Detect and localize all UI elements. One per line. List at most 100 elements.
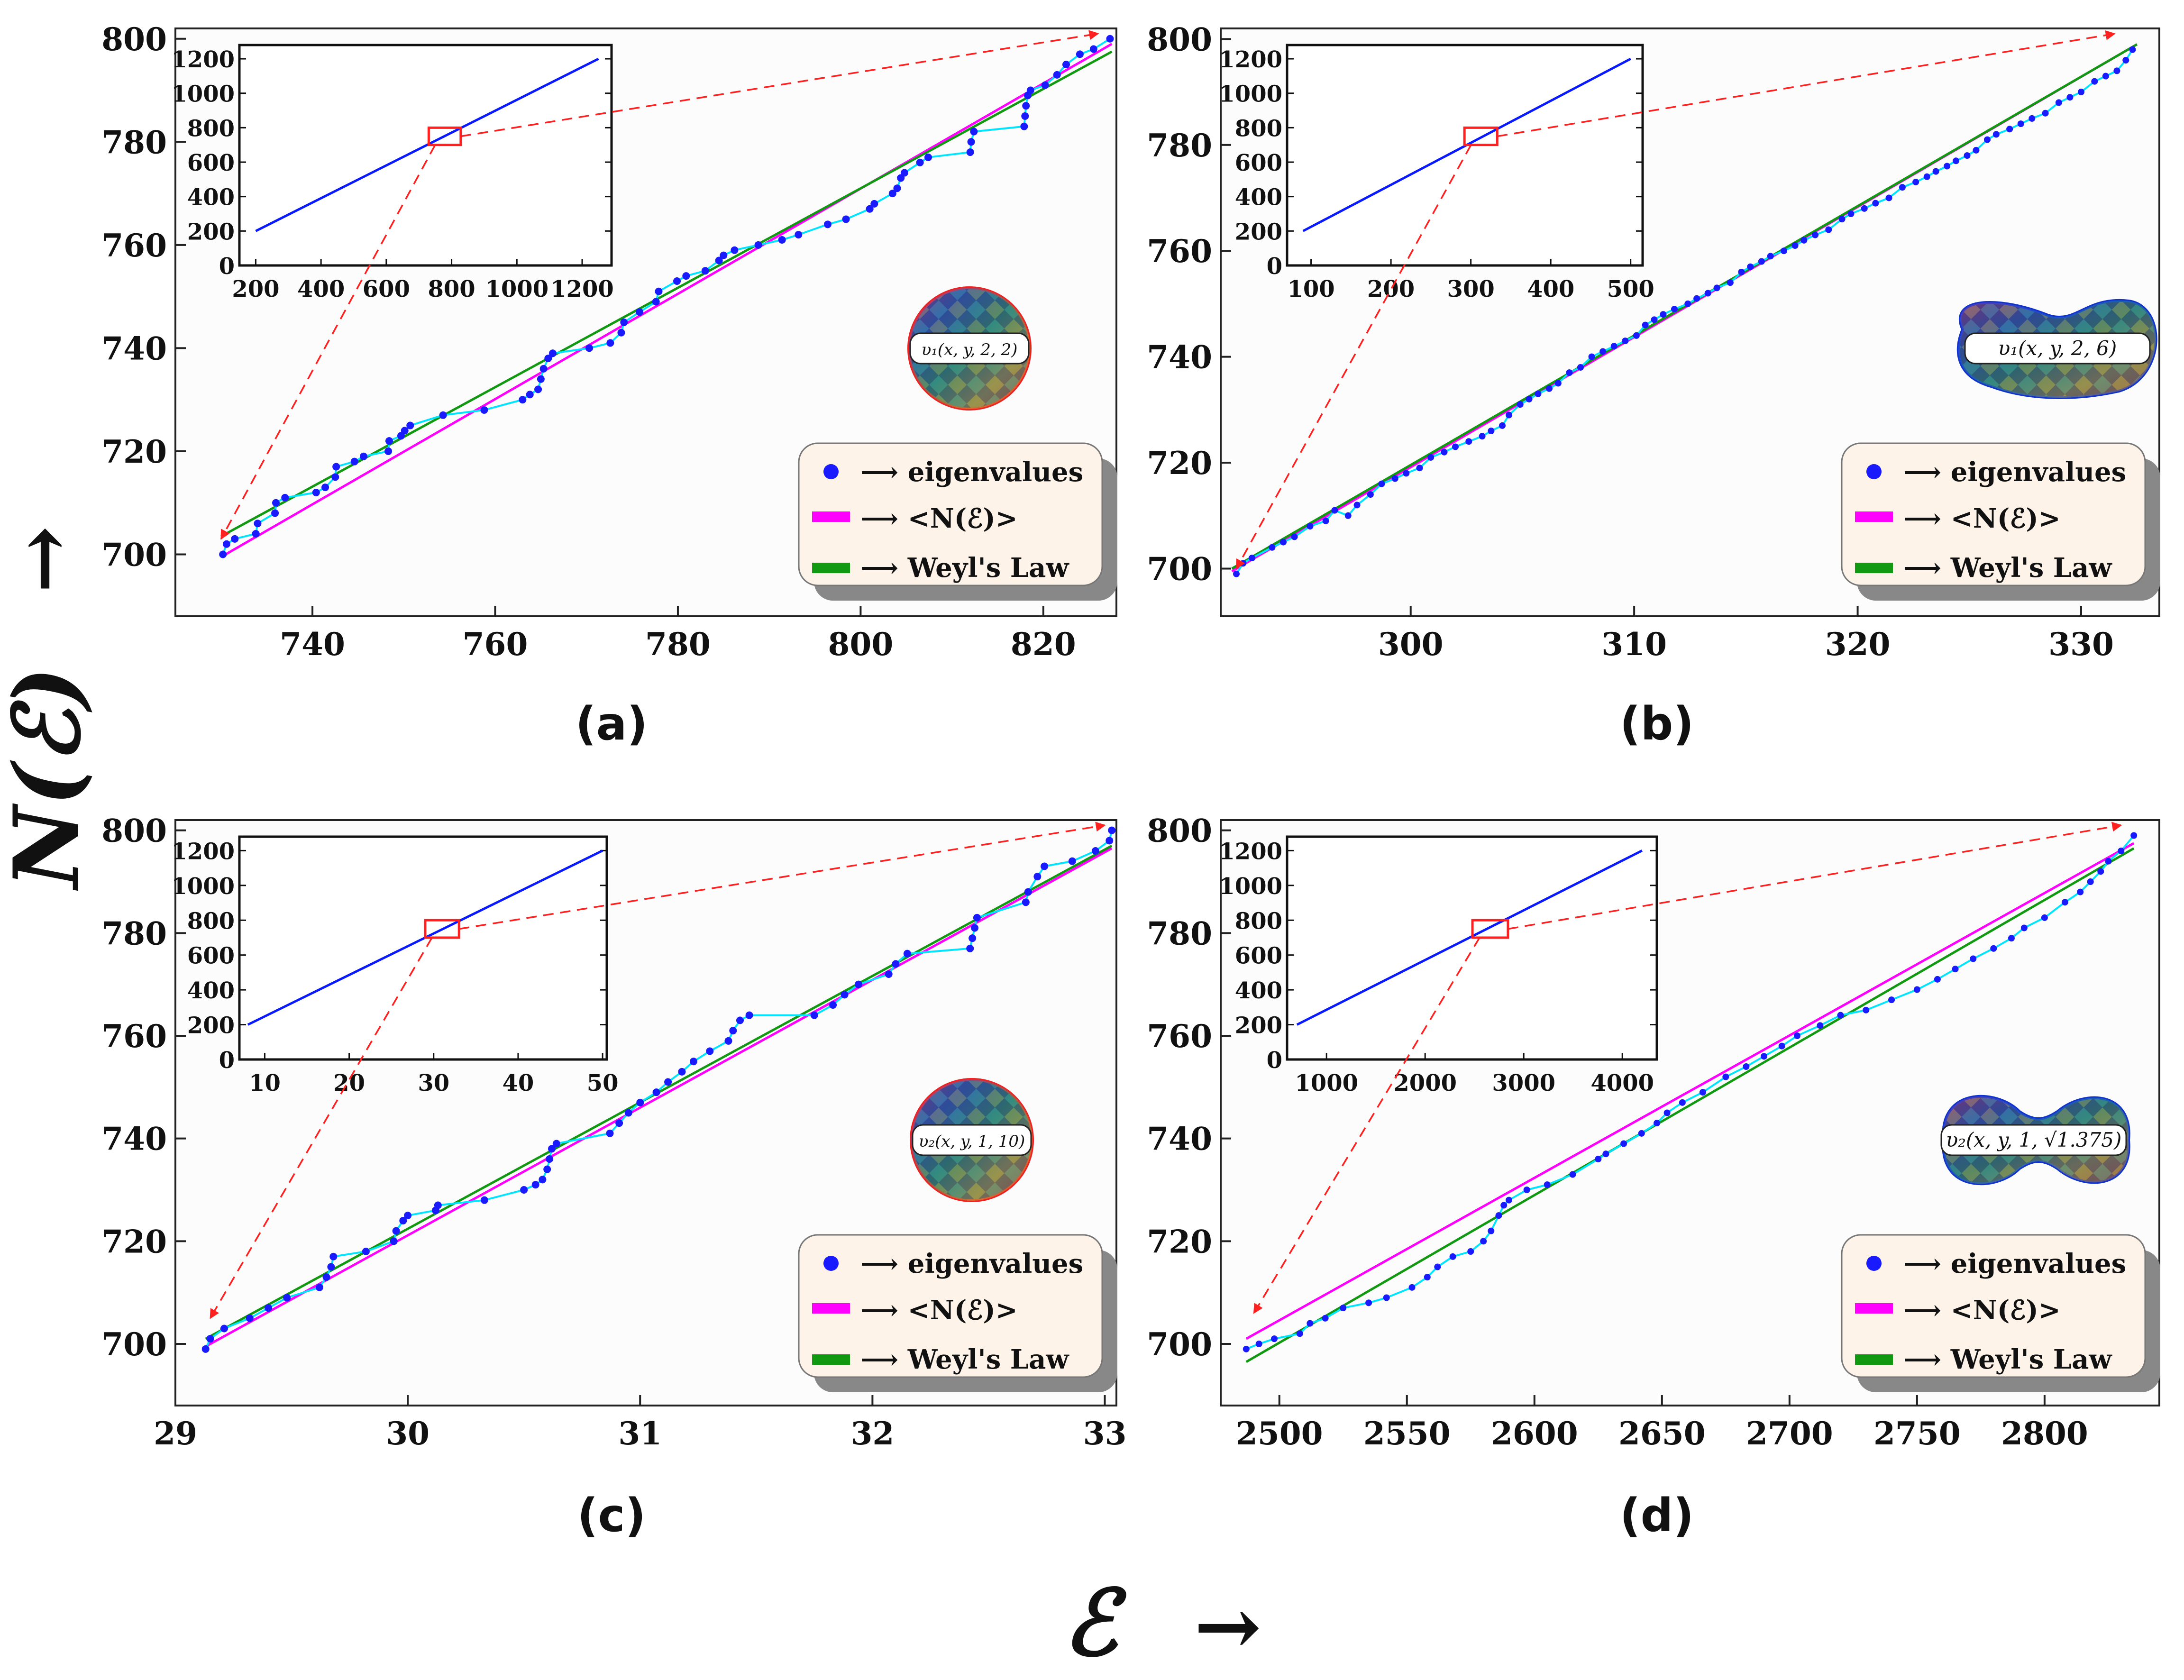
- eigenvalue-point: [824, 220, 832, 228]
- inset-x-tick-label: 1000: [1295, 1070, 1358, 1096]
- eigenvalue-point: [1671, 306, 1678, 313]
- x-tick-label: 760: [463, 626, 528, 663]
- eigenvalue-point: [754, 241, 762, 249]
- eigenvalue-point: [720, 251, 728, 259]
- eigenvalue-point: [1651, 316, 1658, 323]
- legend-smooth-label: ⟶ <N(ℰ)>: [860, 1295, 1018, 1326]
- smooth-counting-line: [1245, 842, 2135, 1340]
- eigenvalue-point: [1322, 1315, 1329, 1322]
- eigenvalue-point: [1554, 380, 1562, 387]
- inset-y-tick-label: 800: [1235, 115, 1282, 142]
- y-tick-label: 760: [101, 1018, 167, 1055]
- inset-y-tick-label: 400: [1235, 977, 1282, 1004]
- eigenvalue-point: [1544, 1181, 1551, 1188]
- eigenvalue-point: [1240, 560, 1247, 567]
- eigenvalue-point: [283, 1294, 291, 1302]
- eigenvalue-point: [406, 421, 414, 429]
- eigenvalue-point: [1296, 1330, 1303, 1337]
- eigenvalue-point: [1588, 353, 1595, 360]
- inset-y-tick-label: 1200: [171, 838, 235, 865]
- legend-eigenvalue-marker: [1866, 464, 1882, 479]
- eigenvalue-point: [1778, 1042, 1785, 1050]
- eigenvalue-point: [1743, 1063, 1750, 1070]
- eigenvalue-point: [322, 1273, 330, 1281]
- eigenvalue-point: [916, 158, 924, 166]
- eigenvalue-point: [201, 1345, 210, 1353]
- eigenvalue-point: [1620, 1140, 1627, 1147]
- eigenvalue-point: [360, 452, 367, 460]
- zoom-arrow-upper: [460, 30, 1099, 137]
- smooth-counting-line: [205, 847, 1113, 1348]
- eigenvalue-point: [321, 484, 329, 492]
- eigenvalue-point: [1738, 268, 1745, 275]
- legend-eigenvalue-marker: [823, 1256, 839, 1271]
- eigenvalue-point: [585, 344, 594, 352]
- y-tick-label: 780: [1147, 915, 1212, 952]
- eigenvalue-point: [1427, 454, 1435, 461]
- eigenvalue-point: [1255, 1341, 1262, 1347]
- x-tick-label: 310: [1601, 626, 1667, 663]
- eigenvalue-point: [736, 1016, 744, 1024]
- eigenvalue-point: [1825, 226, 1832, 233]
- eigenvalue-point: [1076, 50, 1084, 58]
- legend-smooth-swatch: [1855, 511, 1893, 522]
- plot-area: [201, 826, 1116, 1353]
- smooth-counting-line: [220, 43, 1113, 558]
- eigenvalue-point: [1610, 343, 1617, 350]
- eigenvalue-point: [265, 1304, 273, 1312]
- eigenvalue-point: [969, 934, 977, 942]
- eigenvalue-point: [1291, 533, 1298, 540]
- eigenvalue-point: [1837, 1012, 1844, 1019]
- eigenvalue-point: [1021, 112, 1029, 120]
- eigenvalue-point: [1517, 401, 1524, 408]
- eigenvalue-point: [1365, 1299, 1372, 1306]
- eigenvalue-point: [1106, 35, 1114, 43]
- legend-smooth-label: ⟶ <N(ℰ)>: [1903, 503, 2061, 534]
- legend-eigenvalues-label: ⟶ eigenvalues: [860, 1248, 1083, 1279]
- eigenvalue-point: [2105, 858, 2112, 865]
- eigenvalue-point: [1767, 253, 1774, 260]
- x-tick-label: 740: [280, 626, 345, 663]
- eigenvalue-point: [795, 231, 803, 239]
- x-tick-label: 320: [1825, 626, 1891, 663]
- eigenvalue-point: [1505, 1196, 1512, 1204]
- inset-x-tick-label: 20: [333, 1070, 365, 1096]
- eigenvalue-point: [1872, 200, 1879, 207]
- eigenvalue-point: [1888, 996, 1895, 1004]
- eigenvalue-point: [2102, 73, 2109, 80]
- inset-x-tick-label: 4000: [1590, 1070, 1654, 1096]
- eigenvalue-point: [548, 1145, 556, 1153]
- eigenvalue-point: [2029, 115, 2036, 122]
- eigenvalue-point: [220, 1324, 228, 1333]
- eigenvalue-point: [1408, 1284, 1416, 1291]
- eigenvalue-point: [1599, 348, 1607, 355]
- eigenvalue-point: [1761, 1053, 1768, 1060]
- eigenvalue-point: [885, 970, 893, 978]
- eigenvalue-point: [327, 1263, 335, 1271]
- legend-box: [798, 1234, 1103, 1378]
- x-tick-label: 30: [386, 1415, 429, 1452]
- inset-y-tick-label: 600: [187, 150, 235, 176]
- eigenvalue-point: [1713, 284, 1720, 292]
- eigenvalue-point: [1912, 178, 1919, 185]
- x-tick-label: 2650: [1618, 1415, 1706, 1452]
- eigenvalue-point: [1964, 152, 1971, 159]
- eigenvalue-point: [254, 520, 262, 528]
- eigenvalue-point: [973, 913, 981, 922]
- y-tick-label: 740: [101, 1121, 167, 1158]
- eigenvalue-point: [1793, 1032, 1800, 1039]
- eigenvalue-point: [1984, 136, 1991, 143]
- x-tick-label: 2800: [2001, 1415, 2088, 1452]
- zoom-arrow-lower: [1253, 937, 1480, 1314]
- legend-weyl-swatch: [1855, 563, 1893, 573]
- eigenvalue-point: [1353, 502, 1361, 509]
- eigenvalue-point: [652, 298, 660, 306]
- eigenvalue-point: [1899, 184, 1906, 191]
- legend-weyl-label: ⟶ Weyl's Law: [860, 552, 1069, 584]
- eigenvalue-point: [2077, 888, 2084, 895]
- eigenvalue-point: [526, 391, 534, 399]
- eigenvalue-point: [1391, 475, 1398, 482]
- inset-data-line: [1296, 849, 1643, 1026]
- inset-y-tick-label: 200: [187, 1013, 235, 1039]
- eigenvalue-point: [888, 190, 896, 198]
